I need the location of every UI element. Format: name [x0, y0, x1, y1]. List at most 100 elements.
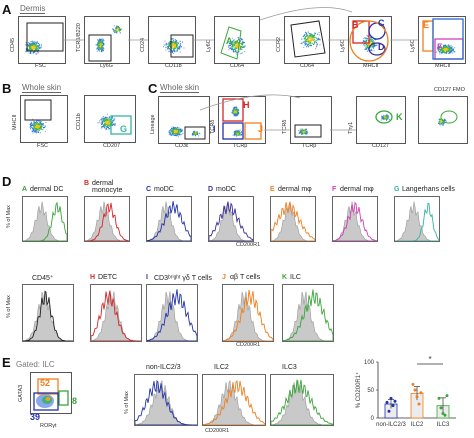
event-dot	[374, 44, 376, 46]
event-dot	[102, 42, 104, 44]
event-dot	[381, 117, 384, 119]
event-dot	[442, 47, 445, 49]
event-dot	[370, 49, 372, 51]
event-dot	[306, 130, 308, 132]
event-dot	[444, 50, 446, 52]
event-dot	[105, 122, 107, 124]
event-dot	[36, 46, 38, 48]
event-dot	[307, 46, 309, 48]
d-row1-title: moDC	[216, 186, 236, 193]
event-dot	[451, 49, 453, 51]
event-dot	[234, 41, 236, 43]
event-dot	[36, 41, 38, 43]
event-dot	[449, 47, 451, 49]
event-dot	[167, 46, 169, 48]
event-dot	[175, 128, 177, 130]
event-dot	[238, 129, 240, 131]
event-dot	[178, 134, 180, 136]
event-dot	[178, 129, 180, 131]
gate	[222, 122, 244, 140]
gate	[220, 26, 242, 60]
event-dot	[106, 118, 108, 120]
event-dot	[449, 51, 451, 53]
event-dot	[37, 126, 39, 128]
cd200r1-histogram	[209, 201, 253, 241]
d-hist-row1-7-svg	[395, 201, 439, 241]
ilc2-gate	[37, 378, 59, 395]
isotype-histogram	[209, 201, 253, 241]
event-dot	[104, 123, 106, 125]
event-dot	[445, 48, 447, 50]
event-dot	[448, 51, 450, 53]
event-dot	[99, 46, 101, 48]
event-dot	[38, 45, 40, 47]
event-dot	[101, 40, 103, 42]
e-hist-1	[134, 374, 198, 426]
event-dot	[237, 45, 239, 47]
event-dot	[232, 50, 234, 52]
event-dot	[100, 41, 102, 44]
c-plot-2-svg	[222, 98, 262, 140]
event-dot	[236, 110, 238, 112]
event-dot	[369, 43, 371, 45]
event-dot	[98, 46, 100, 48]
event-dot	[173, 44, 175, 46]
e-hist-2-svg	[203, 379, 265, 425]
event-dot	[107, 126, 109, 128]
event-dot	[180, 128, 182, 130]
event-dot	[32, 126, 35, 128]
event-dot	[300, 132, 302, 134]
d-hist-row2-1-svg	[23, 290, 73, 341]
event-dot	[115, 26, 117, 28]
event-dot	[37, 124, 39, 126]
event-dot	[446, 52, 448, 54]
event-dot	[39, 122, 42, 124]
event-dot	[306, 131, 308, 133]
event-dot	[44, 126, 46, 128]
event-dot	[443, 46, 445, 48]
a-plot-6-svg	[349, 20, 389, 62]
event-dot	[111, 116, 114, 118]
event-dot	[111, 124, 114, 126]
event-dot	[174, 131, 176, 133]
event-dot	[41, 122, 43, 125]
event-dot	[178, 128, 180, 130]
event-dot	[114, 31, 116, 33]
event-dot	[119, 29, 121, 31]
event-dot	[304, 42, 306, 44]
section-whole-skin-b: Whole skin	[22, 83, 62, 93]
event-dot	[382, 118, 384, 120]
event-dot	[34, 48, 36, 50]
event-dot	[382, 116, 385, 118]
event-dot	[169, 43, 171, 45]
event-dot	[300, 130, 302, 132]
gate	[432, 18, 464, 60]
event-dot	[118, 28, 120, 30]
event-dot	[305, 131, 307, 133]
event-dot	[32, 48, 34, 50]
event-dot	[173, 48, 175, 50]
event-dot	[385, 117, 387, 119]
event-dot	[367, 38, 369, 40]
event-dot	[39, 124, 41, 126]
gate	[440, 110, 458, 124]
event-dot	[178, 130, 180, 132]
a-plot-7	[418, 16, 466, 64]
event-dot	[239, 49, 241, 51]
a-plot-3-xlabel: CD11b	[165, 63, 182, 69]
event-dot	[441, 121, 443, 123]
event-dot	[383, 114, 385, 116]
event-dot	[310, 38, 312, 40]
event-dot	[440, 49, 442, 51]
a-gate-letter: C	[378, 18, 385, 28]
event-dot	[33, 125, 35, 127]
event-dot	[233, 39, 235, 41]
event-dot	[231, 49, 233, 51]
event-dot	[441, 47, 443, 50]
event-dot	[102, 120, 104, 122]
event-dot	[239, 53, 241, 55]
event-dot	[237, 110, 239, 113]
event-dot	[301, 132, 303, 134]
event-dot	[44, 131, 46, 133]
event-dot	[112, 27, 114, 29]
